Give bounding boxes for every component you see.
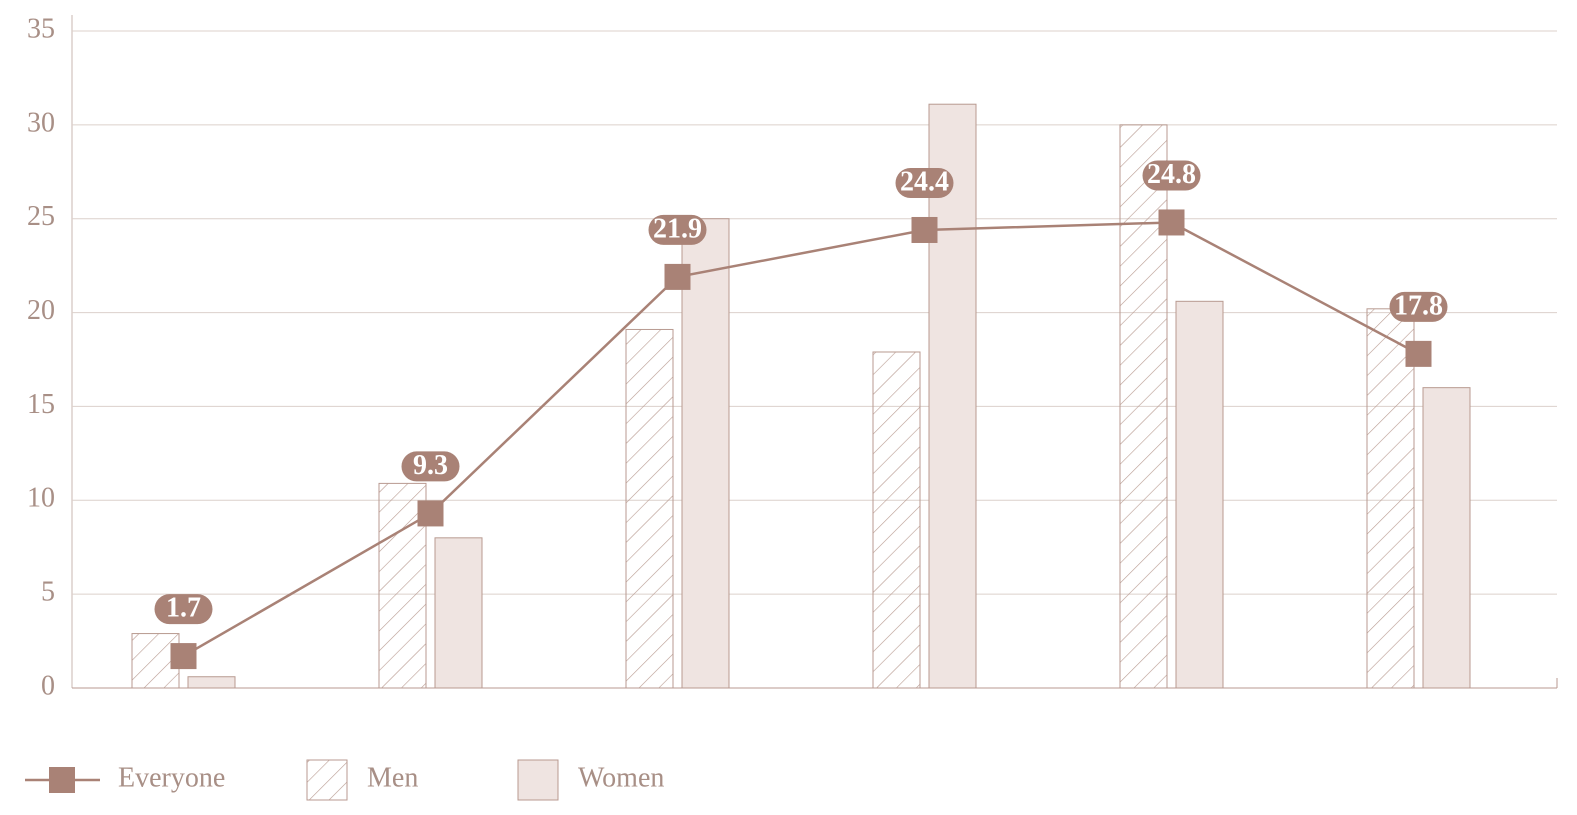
bar [1422, 387, 1471, 689]
legend-label: Everyone [118, 762, 225, 793]
legend-swatch [306, 759, 348, 801]
line-marker [417, 500, 444, 527]
data-label-bg [154, 594, 213, 625]
bar [187, 676, 236, 689]
line-marker [1405, 340, 1432, 367]
bar [625, 328, 674, 689]
line [182, 221, 1420, 658]
y-tick-label: 20 [27, 295, 55, 326]
data-label-bg [648, 214, 707, 245]
data-label-bg [1142, 160, 1201, 191]
bar [1119, 124, 1168, 689]
y-tick-label: 0 [41, 670, 55, 701]
y-tick-label: 15 [27, 389, 55, 420]
data-label-bg [1389, 291, 1448, 322]
bar [1366, 308, 1415, 689]
data-label-bg [401, 451, 460, 482]
data-label-bg [895, 167, 954, 198]
legend-label: Women [578, 762, 664, 793]
bar [1175, 300, 1224, 689]
data-label: 24.8 [1147, 159, 1196, 190]
data-label: 9.3 [413, 450, 448, 481]
bar [872, 351, 921, 689]
y-tick-label: 35 [27, 13, 55, 44]
line-marker [911, 216, 938, 243]
legend-swatch [517, 759, 559, 801]
legend-label: Men [367, 762, 418, 793]
bar [928, 103, 977, 689]
data-label: 24.4 [900, 166, 949, 197]
bar [681, 218, 730, 689]
y-tick-label: 5 [41, 577, 55, 608]
data-label: 17.8 [1394, 290, 1443, 321]
line-marker [664, 263, 691, 290]
bar [434, 537, 483, 689]
legend-marker [49, 767, 75, 793]
y-tick-label: 25 [27, 201, 55, 232]
y-tick-label: 10 [27, 483, 55, 514]
line-marker [1158, 209, 1185, 236]
data-label: 21.9 [653, 213, 702, 244]
y-tick-label: 30 [27, 107, 55, 138]
line-marker [170, 643, 197, 670]
data-label: 1.7 [166, 593, 201, 624]
